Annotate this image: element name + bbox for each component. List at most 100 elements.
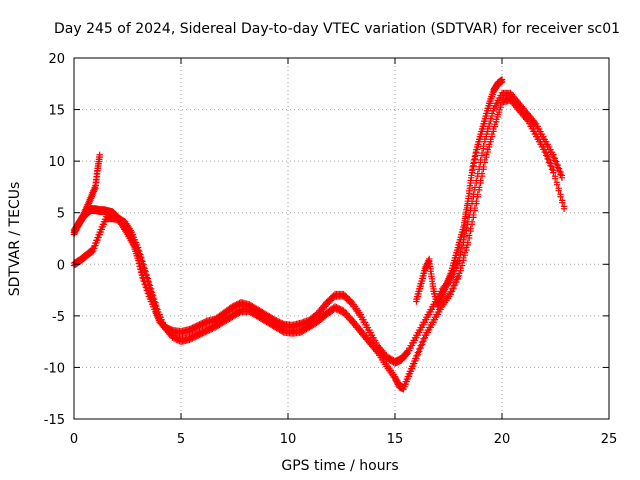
data-point [187, 327, 195, 335]
data-point [194, 324, 202, 331]
data-point [467, 179, 474, 187]
data-point [143, 274, 150, 281]
data-point [192, 333, 199, 341]
data-point [151, 298, 158, 305]
data-point [236, 309, 243, 316]
data-point [481, 159, 489, 166]
data-point [460, 221, 468, 229]
data-point [229, 305, 236, 313]
data-point [460, 257, 467, 264]
data-point [478, 172, 486, 180]
data-point [326, 298, 333, 306]
data-point [146, 284, 154, 292]
data-point [498, 78, 506, 86]
data-point [417, 344, 424, 352]
data-point [547, 162, 554, 169]
data-point [543, 152, 550, 159]
data-point [483, 133, 490, 140]
data-point [471, 155, 479, 163]
data-point [493, 118, 500, 125]
data-point [475, 186, 483, 194]
data-point [414, 351, 422, 359]
data-point [139, 260, 146, 267]
data-point [448, 288, 456, 295]
data-point [94, 236, 101, 244]
data-point [541, 148, 548, 156]
data-point [190, 326, 198, 333]
data-point [551, 175, 559, 182]
data-point [472, 152, 479, 159]
data-point [202, 328, 209, 336]
data-point [468, 174, 475, 182]
data-point [458, 262, 466, 269]
y-tick-label: 0 [57, 258, 65, 273]
data-point [187, 335, 195, 343]
data-point [193, 333, 200, 340]
data-point [470, 214, 477, 221]
data-point [230, 304, 237, 312]
data-point [555, 187, 562, 194]
data-point [324, 300, 332, 307]
data-point [464, 241, 471, 249]
data-point [463, 204, 471, 212]
data-point [557, 193, 564, 200]
data-point [553, 181, 561, 188]
data-point [485, 143, 493, 151]
x-tick-label: 0 [70, 432, 78, 447]
data-point [189, 326, 196, 334]
y-tick-label: 10 [48, 155, 65, 170]
data-point [457, 251, 464, 258]
data-point [152, 301, 159, 309]
data-point [465, 190, 473, 197]
data-point [555, 167, 563, 175]
data-point [458, 245, 466, 252]
x-tick-label: 10 [280, 432, 297, 447]
x-tick-label: 15 [387, 432, 404, 447]
chart-title: Day 245 of 2024, Sidereal Day-to-day VTE… [54, 21, 620, 37]
data-point [454, 260, 461, 267]
data-point [484, 128, 491, 135]
data-point [474, 193, 481, 200]
data-point [197, 331, 205, 338]
data-point [554, 164, 561, 171]
data-point [451, 281, 459, 289]
data-point [147, 288, 155, 295]
data-point [559, 199, 566, 206]
data-point [145, 281, 153, 288]
series-trace-short-early [70, 151, 103, 236]
data-point [143, 287, 150, 294]
data-point [463, 246, 470, 254]
data-point [464, 200, 471, 207]
y-tick-label: 5 [57, 207, 65, 222]
data-point [347, 300, 354, 307]
data-point [491, 123, 499, 130]
data-point [460, 226, 467, 233]
data-point [200, 321, 208, 328]
data-point [487, 138, 494, 145]
data-point [469, 166, 476, 173]
data-point [550, 153, 557, 161]
data-point [467, 227, 474, 235]
data-point [418, 341, 426, 348]
data-point [465, 234, 473, 242]
data-point [186, 336, 193, 343]
x-tick-label: 5 [177, 432, 185, 447]
data-point [197, 322, 205, 330]
series-trace-short-late [413, 76, 506, 310]
data-point [330, 294, 337, 302]
data-point [189, 335, 196, 342]
data-point [478, 152, 486, 159]
data-point [204, 327, 212, 335]
data-point [461, 217, 469, 224]
data-point [148, 291, 156, 298]
data-point [149, 294, 157, 302]
data-point [135, 246, 142, 254]
data-point [494, 113, 501, 121]
data-point [420, 337, 427, 345]
data-point [497, 104, 504, 111]
data-point [544, 155, 551, 163]
data-point [488, 112, 496, 120]
series-trace-main-lower [70, 94, 568, 393]
data-point [202, 320, 209, 328]
